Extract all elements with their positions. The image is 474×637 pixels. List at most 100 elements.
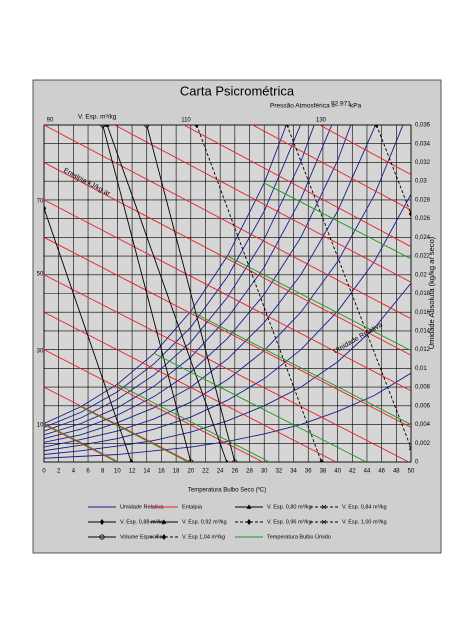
x-tick-label: 36 [305, 469, 312, 475]
y-tick-label: 0,012 [415, 347, 431, 353]
curve [44, 125, 333, 436]
marker [408, 445, 411, 451]
curve [286, 125, 411, 449]
legend-label: V. Esp. 0,80 m³/kg [267, 504, 312, 510]
x-tick-label: 6 [86, 469, 90, 475]
curve [318, 125, 411, 176]
x-tick-label: 14 [143, 469, 150, 475]
curve [44, 423, 120, 462]
x-tick-label: 18 [173, 469, 180, 475]
marker [99, 534, 105, 540]
y-tick-label: 0,008 [415, 385, 431, 391]
marker [321, 504, 327, 510]
curve [117, 383, 270, 462]
x-tick-label: 50 [408, 469, 415, 475]
curve [190, 310, 411, 425]
x-tick-label: 2 [57, 469, 61, 475]
curve [227, 255, 411, 352]
y-tick-label: 0,006 [415, 403, 431, 409]
marker [246, 519, 252, 525]
x-tick-label: 48 [393, 469, 400, 475]
annotation: 90 [47, 118, 54, 124]
marker [161, 519, 167, 524]
y-tick-label: 0,01 [415, 366, 427, 372]
legend-label: Volume Específico [120, 534, 165, 540]
x-tick-label: 44 [364, 469, 371, 475]
curve [44, 386, 191, 462]
annotation: 10 [37, 423, 44, 429]
pressure-value: 92.971 [331, 101, 351, 108]
legend-label: V. Esp. 1,00 m³/kg [342, 519, 387, 525]
x-tick-label: 20 [187, 469, 194, 475]
legend-label: V. Esp. 0,96 m³/kg [267, 519, 312, 525]
y-tick-label: 0,02 [415, 272, 427, 278]
y-tick-label: 0,002 [415, 441, 431, 447]
legend-label: V. Esp. 0,84 m³/kg [342, 504, 387, 510]
annotation: 130 [316, 118, 327, 124]
y-tick-label: 0,028 [415, 197, 431, 203]
curve [263, 182, 411, 260]
pressure-label: Pressão Atmosférica = [270, 103, 335, 110]
curve [153, 353, 367, 462]
marker [374, 125, 379, 128]
curves [44, 125, 411, 462]
legend-label: V. Esp 1,04 m³/kg [182, 534, 225, 540]
marker [161, 534, 167, 540]
curve [251, 125, 411, 211]
annotation: 50 [37, 272, 44, 278]
x-tick-label: 34 [290, 469, 297, 475]
x-tick-label: 46 [378, 469, 385, 475]
y-tick-label: 0 [415, 460, 419, 466]
x-tick-label: 24 [217, 469, 224, 475]
y-tick-label: 0,014 [415, 329, 431, 335]
curve [182, 125, 411, 248]
curve [44, 125, 411, 320]
y-tick-label: 0,004 [415, 422, 431, 428]
marker [100, 125, 106, 128]
curve [44, 424, 117, 462]
curve [102, 125, 192, 462]
annotation: 30 [37, 349, 44, 355]
curve [44, 236, 411, 428]
legend: Umidade Relativa Entalpia V. Esp. 0,80 m³/… [88, 504, 387, 540]
marker [194, 125, 199, 128]
curve [44, 349, 263, 462]
y-tick-label: 0,024 [415, 235, 431, 241]
curve [44, 274, 410, 462]
marker [144, 125, 150, 128]
curve [80, 406, 189, 462]
marker [225, 459, 229, 462]
curve [44, 208, 132, 462]
y-tick-label: 0,036 [415, 123, 431, 129]
marker [44, 205, 47, 212]
annotation: 70 [37, 199, 44, 205]
x-tick-label: 0 [42, 469, 46, 475]
marker [129, 459, 134, 462]
y-tick-label: 0,032 [415, 160, 431, 166]
curve [44, 125, 404, 448]
chart-title: Carta Psicrométrica [180, 83, 295, 98]
y-tick-label: 0,016 [415, 310, 431, 316]
curve [44, 125, 301, 428]
x-tick-label: 10 [114, 469, 121, 475]
legend-label: Umidade Relativa [120, 504, 164, 510]
curve [44, 125, 376, 443]
marker [232, 459, 238, 462]
grid: 0 2 4 6 8 10 12 14 16 18 20 22 24 26 28 30 32 34 36 38 40 42 4… [42, 123, 430, 475]
x-tick-label: 42 [349, 469, 356, 475]
curve [44, 125, 315, 432]
y-tick-label: 0,03 [415, 179, 427, 185]
x-tick-label: 32 [276, 469, 283, 475]
curve [113, 125, 411, 283]
x-axis-title: Temperatura Bulbo Seco (ºC) [188, 487, 266, 494]
x-tick-label: 22 [202, 469, 209, 475]
y-tick-label: 0,022 [415, 254, 431, 260]
curve [44, 194, 411, 452]
marker [284, 125, 290, 128]
y-axis-title: Umidade Absoluta (kg/kg ar seco) [427, 236, 436, 349]
legend-label: Entalpia [182, 504, 203, 510]
x-tick-label: 16 [158, 469, 165, 475]
curve [44, 311, 337, 462]
marker [319, 459, 324, 462]
